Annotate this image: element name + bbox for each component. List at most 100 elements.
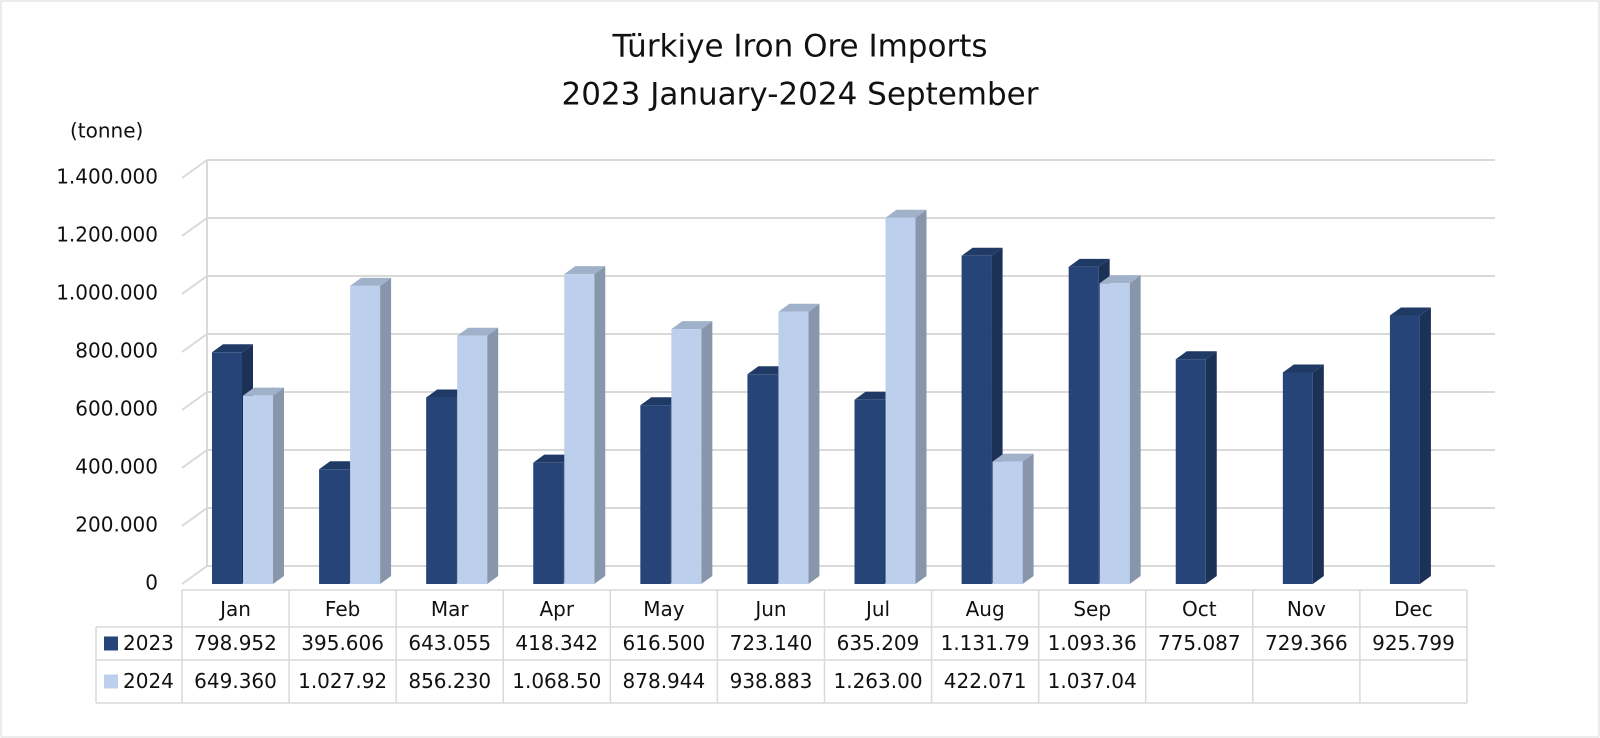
grid-line-side bbox=[181, 217, 208, 237]
bar bbox=[1175, 359, 1206, 584]
bar bbox=[533, 462, 564, 584]
x-tick-label: Dec bbox=[1394, 597, 1433, 621]
bar bbox=[1282, 372, 1313, 584]
bar bbox=[243, 395, 273, 584]
bar-side bbox=[1022, 453, 1034, 584]
chart-subtitle: 2023 January-2024 September bbox=[561, 77, 1038, 113]
bar-side bbox=[915, 209, 927, 585]
table-value: 798.952 bbox=[194, 631, 277, 655]
bar-top bbox=[426, 389, 468, 398]
bar-top bbox=[885, 209, 927, 218]
table-value: 878.944 bbox=[623, 669, 706, 693]
bar bbox=[992, 461, 1023, 584]
grid-line-side bbox=[181, 333, 208, 353]
bar-top bbox=[212, 344, 253, 353]
grid-line-side bbox=[181, 565, 208, 585]
table-value: 418.342 bbox=[515, 631, 598, 655]
y-tick-label: 1.200.000 bbox=[56, 223, 158, 247]
bar-side bbox=[1205, 351, 1217, 584]
table-value: 1.131.79 bbox=[941, 631, 1030, 655]
table-value: 925.799 bbox=[1372, 631, 1455, 655]
table-value: 1.037.04 bbox=[1048, 669, 1137, 693]
table-value: 1.068.50 bbox=[512, 669, 601, 693]
bar-side bbox=[594, 266, 606, 584]
table-value: 856.230 bbox=[408, 669, 491, 693]
table-value: 938.883 bbox=[730, 669, 813, 693]
x-tick-label: Jan bbox=[218, 597, 251, 621]
bar-top bbox=[854, 391, 896, 400]
bar bbox=[1099, 283, 1130, 584]
grid-line-side bbox=[181, 449, 208, 469]
bar bbox=[319, 469, 350, 584]
y-tick-label: 1.000.000 bbox=[56, 281, 158, 305]
bar bbox=[854, 399, 885, 584]
y-tick-label: 600.000 bbox=[75, 397, 158, 421]
x-tick-label: Jul bbox=[864, 597, 890, 621]
bar-side bbox=[1312, 364, 1324, 584]
table-value: 723.140 bbox=[730, 631, 813, 655]
table-value: 635.209 bbox=[837, 631, 920, 655]
bar-side bbox=[1129, 275, 1141, 584]
bar bbox=[457, 335, 488, 584]
y-tick-label: 0 bbox=[145, 571, 158, 595]
bar-top bbox=[1389, 307, 1431, 316]
bar-top bbox=[747, 366, 789, 375]
legend-key bbox=[104, 636, 118, 651]
table-value: 1.093.36 bbox=[1048, 631, 1137, 655]
grid-line-side bbox=[181, 275, 208, 295]
grid-line-side bbox=[181, 159, 208, 179]
bar bbox=[350, 285, 381, 584]
table-value: 643.055 bbox=[408, 631, 491, 655]
bar-top bbox=[319, 461, 361, 470]
table-value: 729.366 bbox=[1265, 631, 1348, 655]
x-tick-label: May bbox=[643, 597, 685, 621]
bar-top bbox=[564, 266, 606, 275]
bar bbox=[885, 217, 916, 585]
legend-label: 2023 bbox=[123, 631, 174, 655]
grid-line-side bbox=[181, 391, 208, 411]
y-tick-label: 800.000 bbox=[75, 339, 158, 363]
x-tick-label: Nov bbox=[1287, 597, 1326, 621]
grid-line-side bbox=[181, 507, 208, 527]
bar-side bbox=[701, 321, 713, 584]
x-tick-label: Sep bbox=[1073, 597, 1111, 621]
bar-top bbox=[457, 327, 499, 336]
x-tick-label: Apr bbox=[539, 597, 574, 621]
bar-side bbox=[487, 327, 499, 584]
table-value: 649.360 bbox=[194, 669, 277, 693]
table-value: 1.027.92 bbox=[298, 669, 387, 693]
bar-top bbox=[671, 321, 713, 330]
bar bbox=[671, 329, 702, 584]
bar-side bbox=[1419, 307, 1431, 584]
y-axis-label: (tonne) bbox=[70, 119, 143, 143]
bar-top bbox=[350, 277, 392, 286]
bar bbox=[426, 397, 457, 584]
y-tick-label: 400.000 bbox=[75, 455, 158, 479]
bar-top bbox=[778, 303, 820, 312]
table-value: 422.071 bbox=[944, 669, 1027, 693]
bar bbox=[640, 405, 671, 584]
bar-top bbox=[640, 397, 682, 406]
table-value: 395.606 bbox=[301, 631, 384, 655]
bar-top bbox=[243, 387, 284, 396]
table-value: 775.087 bbox=[1158, 631, 1241, 655]
bar bbox=[747, 374, 778, 584]
table-value: 616.500 bbox=[623, 631, 706, 655]
chart-title: Türkiye Iron Ore Imports bbox=[611, 29, 987, 65]
y-tick-label: 1.400.000 bbox=[56, 165, 158, 189]
x-tick-label: Aug bbox=[966, 597, 1005, 621]
bar bbox=[778, 311, 809, 584]
bar-top bbox=[1068, 258, 1110, 267]
bar bbox=[212, 352, 242, 584]
x-tick-label: Feb bbox=[325, 597, 360, 621]
bar-top bbox=[961, 247, 1003, 256]
bar-top bbox=[1175, 351, 1217, 360]
bar bbox=[1068, 266, 1099, 584]
x-tick-label: Oct bbox=[1182, 597, 1217, 621]
x-tick-label: Jun bbox=[753, 597, 786, 621]
bar bbox=[564, 274, 595, 584]
legend-key bbox=[104, 674, 118, 689]
bar-top bbox=[1099, 275, 1141, 284]
bar bbox=[1389, 315, 1420, 584]
